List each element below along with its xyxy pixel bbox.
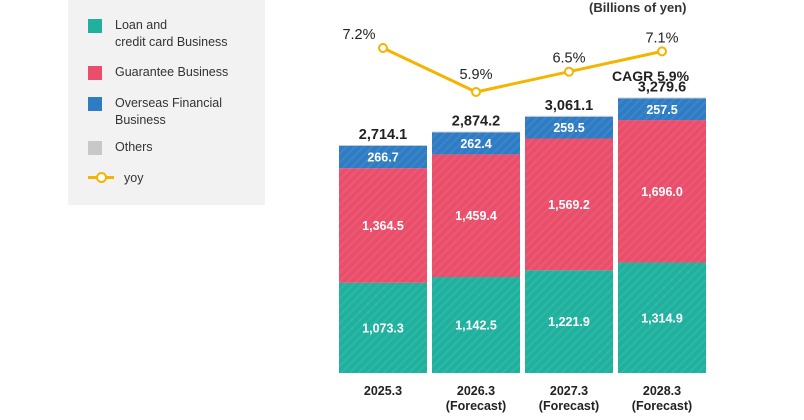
yoy-line-group: [378, 43, 667, 97]
legend-label-guarantee: Guarantee Business: [115, 65, 229, 79]
legend-item-yoy: yoy: [88, 170, 143, 187]
yoy-label-2: 5.9%: [459, 67, 492, 83]
yoy-point-3: [564, 66, 574, 77]
x-tick-label-2: 2026.3: [457, 384, 495, 398]
total-label-1: 2,714.1: [359, 127, 407, 143]
bar-hatch-2-1: [339, 168, 427, 283]
x-tick-label-4: 2028.3: [643, 384, 681, 398]
yoy-point-4: [657, 46, 667, 57]
legend-swatch-loan: [88, 19, 102, 33]
legend: Loan and credit card Business Guarantee …: [68, 0, 265, 205]
data-label-2-2: 1,459.4: [455, 209, 497, 223]
x-tick-label-1: 2025.3: [364, 384, 402, 398]
legend-item-others: Others: [88, 139, 153, 156]
yoy-line-icon: [88, 170, 114, 184]
data-label-3-4: 257.5: [646, 103, 677, 117]
legend-item-overseas: Overseas Financial Business: [88, 95, 222, 129]
total-label-3: 3,061.1: [545, 98, 593, 114]
yoy-point-2: [471, 87, 481, 97]
bar-hatch-4-2: [432, 131, 520, 133]
data-label-3-1: 266.7: [367, 151, 398, 165]
cagr-label: CAGR 5.9%: [612, 68, 690, 84]
data-label-1-1: 1,073.3: [362, 321, 404, 335]
bar-hatch-4-3: [525, 115, 613, 117]
data-label-2-1: 1,364.5: [362, 219, 404, 233]
x-tick-label-3: 2027.3: [550, 384, 588, 398]
bar-hatch-3-4: [618, 98, 706, 121]
bar-hatch-3-2: [432, 132, 520, 155]
legend-label-others: Others: [115, 140, 153, 154]
legend-swatch-overseas: [88, 97, 102, 111]
bar-hatch-4-4: [618, 97, 706, 99]
bar-hatch-3-1: [339, 145, 427, 169]
bar-hatch-4-1: [339, 145, 427, 146]
bar-hatch-1-1: [339, 282, 427, 373]
x-tick-label-2-sub: (Forecast): [446, 399, 506, 413]
total-label-4: 3,279.6: [638, 79, 686, 95]
legend-item-loan: Loan and credit card Business: [88, 17, 228, 51]
yoy-point-1: [378, 43, 388, 53]
data-label-3-2: 262.4: [460, 137, 491, 151]
bars-group: [339, 97, 706, 373]
legend-label-overseas: Overseas Financial Business: [115, 96, 222, 127]
legend-swatch-guarantee: [88, 66, 102, 80]
data-label-1-3: 1,221.9: [548, 315, 590, 329]
legend-item-guarantee: Guarantee Business: [88, 64, 228, 81]
units-label: (Billions of yen): [589, 0, 687, 15]
data-label-1-2: 1,142.5: [455, 319, 497, 333]
bar-hatch-3-3: [525, 116, 613, 139]
yoy-label-4: 7.1%: [645, 30, 678, 46]
legend-label-yoy: yoy: [124, 171, 144, 185]
labels-group: 1,073.3 1,364.5 266.7 2,714.1 2025.3 1,142.5 1…: [342, 27, 692, 413]
bar-hatch-1-3: [525, 270, 613, 373]
bar-hatch-2-3: [525, 138, 613, 271]
x-tick-label-4-sub: (Forecast): [632, 399, 692, 413]
bar-hatch-2-2: [432, 154, 520, 278]
data-label-1-4: 1,314.9: [641, 311, 683, 325]
x-tick-label-3-sub: (Forecast): [539, 399, 599, 413]
data-label-3-3: 259.5: [553, 121, 584, 135]
bar-hatch-1-4: [618, 262, 706, 373]
yoy-line: [382, 46, 663, 94]
bar-hatch-2-4: [618, 120, 706, 263]
data-label-2-3: 1,569.2: [548, 198, 590, 212]
total-label-2: 2,874.2: [452, 114, 500, 130]
bar-hatch-1-2: [432, 277, 520, 373]
data-label-2-4: 1,696.0: [641, 185, 683, 199]
yoy-label-3: 6.5%: [552, 51, 585, 67]
legend-swatch-others: [88, 141, 102, 155]
yoy-label-1: 7.2%: [342, 27, 375, 43]
legend-label-loan: Loan and credit card Business: [115, 18, 228, 49]
